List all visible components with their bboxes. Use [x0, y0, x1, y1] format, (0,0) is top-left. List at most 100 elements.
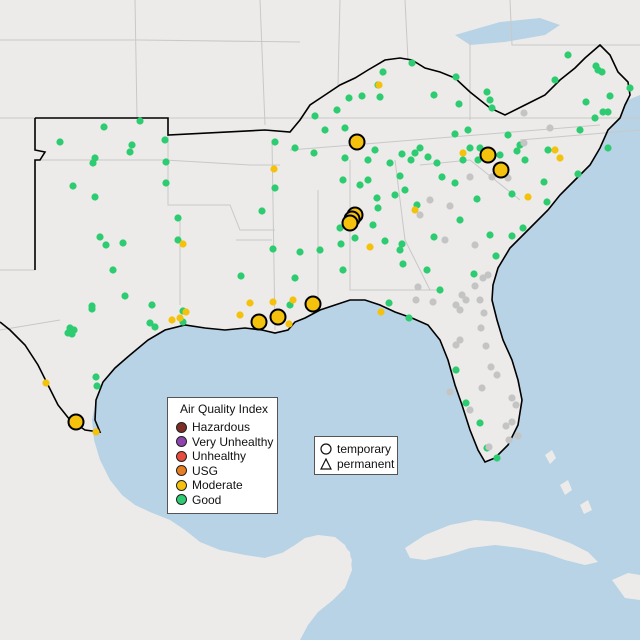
monitor-good[interactable]: [407, 156, 415, 164]
monitor-good[interactable]: [364, 176, 372, 184]
monitor-no-data[interactable]: [512, 401, 520, 409]
monitor-good[interactable]: [374, 204, 382, 212]
monitor-good[interactable]: [456, 216, 464, 224]
monitor-good[interactable]: [379, 68, 387, 76]
monitor-good[interactable]: [398, 240, 406, 248]
monitor-moderate[interactable]: [236, 311, 244, 319]
monitor-moderate[interactable]: [375, 81, 383, 89]
monitor-good[interactable]: [369, 221, 377, 229]
monitor-good[interactable]: [339, 176, 347, 184]
monitor-no-data[interactable]: [466, 406, 474, 414]
monitor-good[interactable]: [626, 84, 634, 92]
monitor-good[interactable]: [424, 153, 432, 161]
monitor-moderate[interactable]: [411, 206, 419, 214]
monitor-good[interactable]: [543, 198, 551, 206]
monitor-no-data[interactable]: [446, 388, 454, 396]
monitor-no-data[interactable]: [478, 384, 486, 392]
monitor-good[interactable]: [96, 233, 104, 241]
monitor-good[interactable]: [102, 241, 110, 249]
monitor-good[interactable]: [604, 108, 612, 116]
monitor-good[interactable]: [598, 68, 606, 76]
monitor-no-data[interactable]: [426, 196, 434, 204]
monitor-good[interactable]: [321, 126, 329, 134]
monitor-good[interactable]: [564, 51, 572, 59]
monitor-good[interactable]: [430, 91, 438, 99]
monitor-good[interactable]: [269, 245, 277, 253]
monitor-good[interactable]: [504, 131, 512, 139]
monitor-good[interactable]: [459, 156, 467, 164]
monitor-no-data[interactable]: [477, 324, 485, 332]
monitor-good[interactable]: [161, 136, 169, 144]
monitor-good[interactable]: [401, 186, 409, 194]
monitor-good[interactable]: [337, 240, 345, 248]
monitor-good[interactable]: [119, 239, 127, 247]
monitor-good[interactable]: [385, 299, 393, 307]
monitor-no-data[interactable]: [416, 211, 424, 219]
monitor-good[interactable]: [606, 92, 614, 100]
monitor-good[interactable]: [473, 195, 481, 203]
monitor-good[interactable]: [373, 194, 381, 202]
monitor-good[interactable]: [399, 260, 407, 268]
monitor-moderate-temporary[interactable]: [67, 413, 85, 431]
monitor-good[interactable]: [464, 126, 472, 134]
monitor-good[interactable]: [599, 108, 607, 116]
monitor-good[interactable]: [310, 149, 318, 157]
monitor-no-data[interactable]: [462, 296, 470, 304]
monitor-no-data[interactable]: [446, 202, 454, 210]
monitor-good[interactable]: [576, 126, 584, 134]
monitor-markers[interactable]: [42, 51, 634, 462]
monitor-no-data[interactable]: [508, 394, 516, 402]
monitor-good[interactable]: [391, 191, 399, 199]
monitor-good[interactable]: [136, 117, 144, 125]
monitor-good[interactable]: [291, 144, 299, 152]
monitor-moderate[interactable]: [168, 316, 176, 324]
monitor-no-data[interactable]: [546, 124, 554, 132]
monitor-good[interactable]: [341, 154, 349, 162]
monitor-good[interactable]: [316, 246, 324, 254]
monitor-no-data[interactable]: [471, 241, 479, 249]
monitor-no-data[interactable]: [487, 363, 495, 371]
monitor-good[interactable]: [358, 92, 366, 100]
monitor-no-data[interactable]: [466, 173, 474, 181]
monitor-good[interactable]: [336, 224, 344, 232]
monitor-good[interactable]: [128, 141, 136, 149]
monitor-good[interactable]: [455, 100, 463, 108]
monitor-good[interactable]: [508, 232, 516, 240]
monitor-good[interactable]: [93, 382, 101, 390]
monitor-no-data[interactable]: [493, 371, 501, 379]
monitor-good[interactable]: [91, 193, 99, 201]
monitor-good[interactable]: [162, 158, 170, 166]
monitor-good[interactable]: [151, 323, 159, 331]
monitor-moderate[interactable]: [179, 240, 187, 248]
monitor-moderate-temporary[interactable]: [348, 133, 366, 151]
monitor-good[interactable]: [339, 266, 347, 274]
monitor-good[interactable]: [416, 144, 424, 152]
monitor-good[interactable]: [351, 234, 359, 242]
monitor-no-data[interactable]: [456, 336, 464, 344]
monitor-good[interactable]: [237, 272, 245, 280]
monitor-good[interactable]: [513, 147, 521, 155]
monitor-good[interactable]: [258, 207, 266, 215]
monitor-moderate[interactable]: [176, 314, 184, 322]
monitor-no-data[interactable]: [514, 432, 522, 440]
monitor-moderate[interactable]: [366, 243, 374, 251]
monitor-good[interactable]: [341, 124, 349, 132]
monitor-good[interactable]: [591, 114, 599, 122]
monitor-good[interactable]: [430, 233, 438, 241]
monitor-moderate[interactable]: [289, 296, 297, 304]
monitor-good[interactable]: [551, 76, 559, 84]
monitor-moderate[interactable]: [182, 308, 190, 316]
monitor-good[interactable]: [408, 59, 416, 67]
monitor-moderate-temporary[interactable]: [250, 313, 268, 331]
monitor-no-data[interactable]: [520, 139, 528, 147]
monitor-good[interactable]: [174, 236, 182, 244]
monitor-good[interactable]: [100, 123, 108, 131]
monitor-moderate[interactable]: [556, 154, 564, 162]
monitor-no-data[interactable]: [488, 173, 496, 181]
monitor-good[interactable]: [376, 93, 384, 101]
monitor-no-data[interactable]: [484, 271, 492, 279]
monitor-moderate-temporary[interactable]: [269, 308, 287, 326]
monitor-moderate-temporary[interactable]: [479, 146, 497, 164]
monitor-moderate[interactable]: [270, 165, 278, 173]
monitor-good[interactable]: [452, 73, 460, 81]
